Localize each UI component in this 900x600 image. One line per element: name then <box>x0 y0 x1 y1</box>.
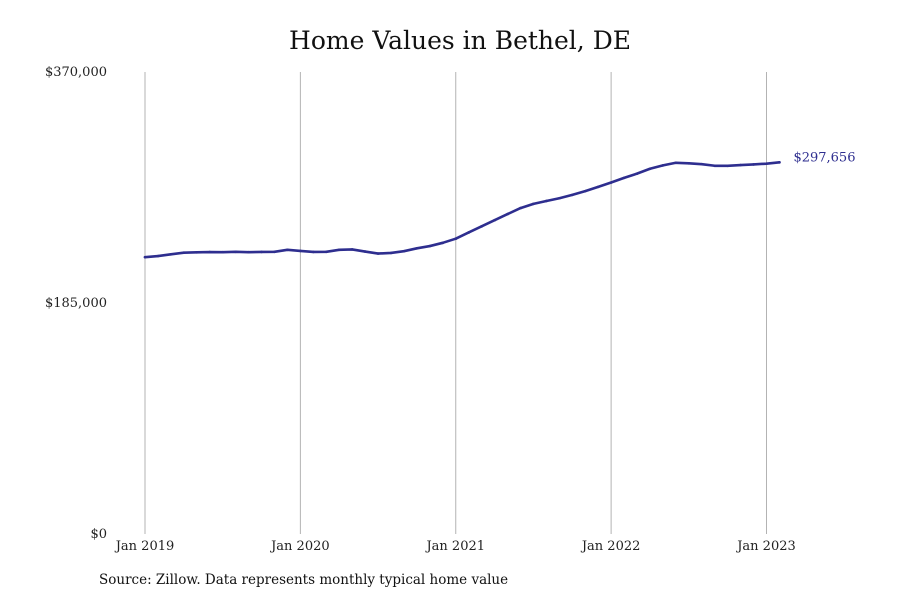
data-point <box>428 244 432 248</box>
data-point <box>182 251 186 254</box>
x-tick-label: Jan 2023 <box>735 539 796 554</box>
series-line-0 <box>143 161 781 259</box>
data-point <box>687 161 691 165</box>
y-tick-label: $370,000 <box>45 65 107 80</box>
source-note: Source: Zillow. Data represents monthly … <box>99 572 509 588</box>
y-tick-label: $185,000 <box>45 296 107 311</box>
data-point <box>635 172 639 175</box>
data-point <box>674 161 678 165</box>
data-point <box>532 202 535 206</box>
data-point <box>726 164 729 168</box>
x-tick-label: Jan 2020 <box>269 539 330 554</box>
data-point <box>389 251 393 255</box>
data-point <box>324 250 328 254</box>
data-point <box>506 212 509 216</box>
data-point <box>583 189 587 193</box>
gridlines <box>144 72 767 534</box>
end-value-label: $297,656 <box>793 150 855 165</box>
data-point <box>480 225 483 228</box>
data-point <box>454 237 458 240</box>
data-point <box>260 250 263 254</box>
data-point <box>402 249 406 253</box>
data-point <box>363 250 367 253</box>
data-point <box>350 248 354 251</box>
data-point <box>156 254 160 258</box>
data-point <box>700 162 704 166</box>
data-point <box>739 163 742 167</box>
data-point <box>312 250 315 254</box>
data-point <box>234 250 237 254</box>
data-point <box>208 250 212 254</box>
x-tick-label: Jan 2022 <box>580 539 641 554</box>
data-point <box>467 231 470 234</box>
data-point <box>195 251 199 254</box>
x-axis-ticks: Jan 2019 Jan 2020 Jan 2021 Jan 2022 Jan 2023 <box>114 539 796 554</box>
x-tick-label: Jan 2021 <box>424 539 485 554</box>
data-point <box>415 247 419 250</box>
data-point <box>299 249 302 253</box>
data-point <box>570 193 574 197</box>
data-point <box>376 252 380 255</box>
x-tick-label: Jan 2019 <box>114 539 175 554</box>
data-point <box>441 241 445 245</box>
y-axis-ticks: $0 $185,000 $370,000 <box>45 65 107 542</box>
data-point <box>519 206 522 210</box>
data-point <box>273 250 276 254</box>
data-point <box>752 163 755 166</box>
data-point <box>596 185 600 189</box>
series-layer: $297,656 <box>143 150 855 259</box>
data-point <box>247 250 250 254</box>
data-point <box>286 248 289 252</box>
data-point <box>143 255 147 259</box>
data-point <box>558 196 561 200</box>
y-tick-label: $0 <box>90 527 107 542</box>
data-point <box>622 176 626 180</box>
data-point <box>648 167 652 171</box>
data-point <box>661 164 665 167</box>
data-point <box>713 164 717 168</box>
data-point <box>337 248 341 252</box>
data-point <box>765 162 768 165</box>
data-point <box>221 250 224 254</box>
data-point <box>493 218 496 222</box>
data-point <box>778 161 781 164</box>
data-point <box>169 253 173 256</box>
data-point <box>609 181 613 184</box>
data-point <box>545 199 548 203</box>
chart-title: Home Values in Bethel, DE <box>289 26 631 55</box>
